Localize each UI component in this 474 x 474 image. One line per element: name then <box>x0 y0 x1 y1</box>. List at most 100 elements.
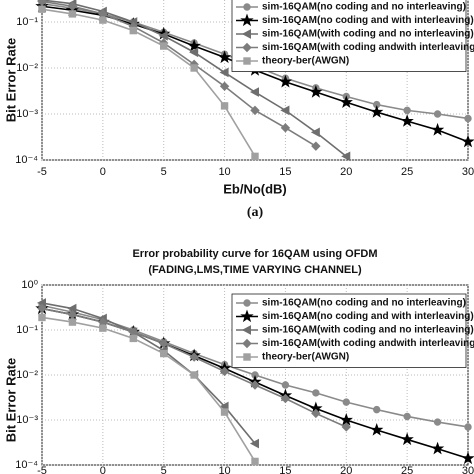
marker <box>311 141 321 151</box>
legend-box <box>231 0 467 72</box>
series-line <box>41 8 256 157</box>
legend-label: sim-16QAM(with coding and no interleavin… <box>262 325 474 336</box>
marker <box>68 10 77 18</box>
marker <box>220 102 229 110</box>
marker <box>461 451 474 465</box>
legend-label: theory-ber(AWGN) <box>262 56 349 67</box>
legend-label: sim-16QAM(no coding and with interleavin… <box>262 311 474 322</box>
marker <box>129 26 137 35</box>
marker <box>341 422 351 432</box>
legend-label: sim-16QAM(with coding andwith interleavi… <box>262 42 474 53</box>
x-tick-label: 0 <box>100 465 106 474</box>
marker <box>309 85 323 98</box>
marker <box>280 393 291 404</box>
marker <box>217 50 232 64</box>
marker <box>189 47 199 58</box>
legend-marker <box>242 42 252 53</box>
marker <box>189 352 199 362</box>
marker <box>278 74 293 88</box>
x-tick-label: 5 <box>161 166 167 178</box>
marker <box>464 114 472 123</box>
series-line <box>41 302 256 445</box>
marker <box>400 114 414 127</box>
legend-label: sim-16QAM(with coding andwith interleavi… <box>262 338 474 349</box>
y-tick-label: 10⁻² <box>16 369 38 381</box>
marker <box>403 106 411 115</box>
marker <box>220 408 229 416</box>
marker <box>99 16 107 24</box>
legend-label: theory-ber(AWGN) <box>262 352 349 363</box>
x-tick-label: 30 <box>462 166 474 178</box>
x-tick-label: -5 <box>37 465 47 474</box>
marker <box>341 151 351 162</box>
marker <box>430 122 445 136</box>
legend-marker <box>241 29 251 39</box>
marker <box>38 5 46 13</box>
legend-marker <box>243 353 251 361</box>
series-line <box>41 316 256 462</box>
marker <box>251 457 259 466</box>
marker <box>129 334 137 343</box>
marker <box>373 405 381 414</box>
marker <box>219 366 230 377</box>
marker <box>310 127 320 138</box>
legend-marker <box>241 325 251 335</box>
y-tick-label: 10⁻⁴ <box>15 459 38 471</box>
marker <box>68 318 77 326</box>
marker <box>311 408 321 419</box>
legend-label: sim-16QAM(no coding and with interleavin… <box>262 15 474 26</box>
legend-marker <box>242 338 252 349</box>
marker <box>219 67 229 78</box>
x-tick-label: 10 <box>218 465 230 474</box>
x-tick-label: 0 <box>100 166 106 178</box>
legend-label: sim-16QAM(no coding and no interleaving) <box>262 298 466 309</box>
marker <box>160 42 168 50</box>
x-tick-label: -5 <box>37 166 47 178</box>
marker <box>37 0 47 7</box>
x-tick-label: 5 <box>161 465 167 474</box>
marker <box>400 432 414 446</box>
marker <box>190 64 198 72</box>
legend-marker <box>243 3 251 11</box>
marker <box>250 105 260 116</box>
marker <box>433 418 442 426</box>
marker <box>187 39 201 52</box>
marker <box>190 371 198 379</box>
marker <box>38 313 46 322</box>
chart-title: Error probability curve for 16QAM using … <box>132 248 377 260</box>
marker <box>339 95 353 108</box>
x-tick-label: 25 <box>401 166 413 178</box>
legend-marker <box>243 57 251 65</box>
x-tick-label: 25 <box>401 465 413 474</box>
marker <box>249 87 259 97</box>
x-tick-label: 20 <box>340 166 352 178</box>
marker <box>281 381 290 389</box>
y-tick-label: 10⁻³ <box>16 108 38 120</box>
legend-marker <box>240 13 254 27</box>
marker <box>219 81 230 92</box>
y-tick-label: 10⁻³ <box>16 414 38 426</box>
legend-label: sim-16QAM(with coding and no interleavin… <box>262 29 474 40</box>
marker <box>250 380 260 390</box>
legend-marker <box>243 299 251 307</box>
x-tick-label: 10 <box>218 166 230 178</box>
marker <box>159 338 169 349</box>
y-tick-label: 10⁻⁴ <box>15 154 38 166</box>
x-tick-label: 15 <box>279 465 291 474</box>
y-tick-label: 10⁻² <box>16 62 38 74</box>
marker <box>339 412 353 426</box>
chart-subtitle: (FADING,LMS,TIME VARYING CHANNEL) <box>148 264 362 276</box>
marker <box>430 441 445 455</box>
marker <box>251 152 259 161</box>
marker <box>370 105 384 118</box>
marker <box>37 303 47 314</box>
marker <box>461 134 474 148</box>
marker <box>99 324 107 332</box>
marker <box>370 422 384 436</box>
marker <box>158 31 168 41</box>
x-axis-label: Eb/No(dB) <box>223 181 287 196</box>
y-tick-label: 10⁻¹ <box>16 16 38 28</box>
y-axis-label: Bit Error Rate <box>3 38 18 123</box>
marker <box>249 438 259 449</box>
